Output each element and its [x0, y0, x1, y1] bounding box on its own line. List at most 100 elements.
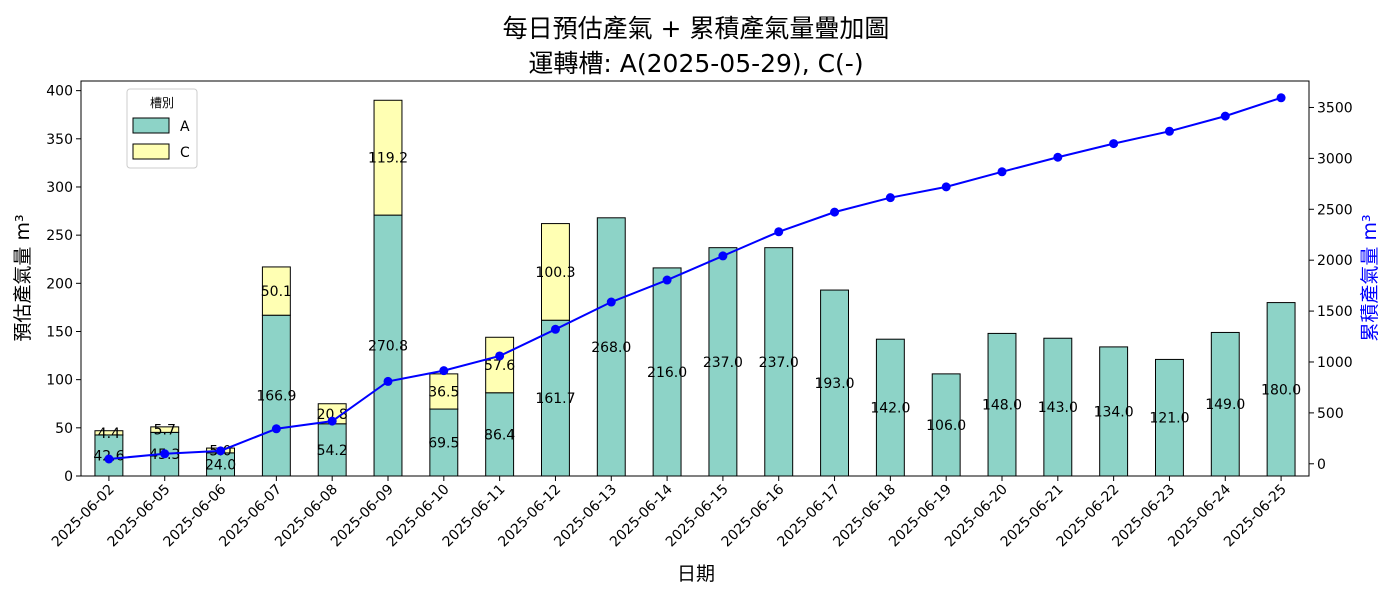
cumulative-point	[997, 167, 1007, 177]
y-tick-label: 350	[46, 132, 73, 148]
cumulative-polyline	[108, 96, 1282, 460]
bar-label-c: 20.8	[317, 407, 348, 423]
bar-a	[764, 247, 794, 477]
bar-label-a: 193.0	[814, 376, 854, 392]
cumulative-point	[774, 227, 784, 237]
bar-a	[596, 217, 626, 477]
y2-tick-labels: 0 500 1000 1500 2000 2500 3000 3500	[1317, 100, 1353, 472]
chart-subtitle: 運轉槽: A(2025-05-29), C(-)	[528, 49, 863, 78]
cumulative-point	[718, 251, 728, 261]
cumulative-point	[662, 275, 672, 285]
bar-a	[875, 338, 905, 477]
bar-label-a: 180.0	[1261, 382, 1301, 398]
bar-label-c: 57.6	[484, 358, 515, 374]
legend: 槽別 A C	[126, 88, 198, 169]
bar-label-a: 166.9	[256, 389, 296, 405]
bar-a	[485, 392, 515, 477]
bar-c	[485, 336, 515, 394]
bar-label-a: 148.0	[982, 398, 1022, 414]
bar-label-c: 50.1	[261, 284, 292, 300]
cumulative-point	[1220, 111, 1230, 121]
bar-label-a: 142.0	[870, 401, 910, 417]
y2-tick-label: 3000	[1317, 151, 1353, 167]
cumulative-point	[885, 193, 895, 203]
cumulative-point	[606, 297, 616, 307]
bar-a	[1155, 358, 1184, 477]
x-tick-labels: 2025-06-022025-06-052025-06-062025-06-07…	[49, 481, 1290, 550]
bar-a	[317, 423, 347, 477]
bar-label-a: 121.0	[1149, 411, 1189, 427]
plot-frame	[80, 80, 1310, 477]
bar-c	[541, 223, 570, 321]
bar-label-a: 54.2	[317, 443, 348, 459]
bar-label-c: 119.2	[368, 151, 408, 167]
y-tick-label: 100	[46, 373, 73, 389]
y2-tick-label: 500	[1317, 406, 1344, 422]
cumulative-point	[216, 446, 226, 456]
bar-c	[373, 99, 403, 216]
y-tick-label: 0	[64, 469, 73, 485]
bar-a	[708, 247, 738, 477]
bar-a	[1043, 337, 1073, 477]
cumulative-point	[327, 416, 337, 426]
cumulative-point	[1276, 93, 1286, 103]
bar-label-a: 149.0	[1205, 397, 1245, 413]
y2-tick-label: 3500	[1317, 100, 1353, 116]
y2-tick-label: 1500	[1317, 304, 1353, 320]
y-axis-label: 預估產氣量 m³	[12, 214, 34, 341]
y-tick-label: 400	[46, 84, 73, 100]
legend-swatch-a	[132, 117, 170, 134]
bar-label-c: 100.3	[535, 265, 575, 281]
cumulative-point	[271, 424, 281, 434]
y-tick-label: 150	[46, 324, 73, 340]
y-tick-label: 250	[46, 228, 73, 244]
y-tick-label: 300	[46, 180, 73, 196]
bar-a	[541, 319, 570, 477]
cumulative-point	[495, 351, 505, 361]
bar-label-a: 237.0	[759, 355, 799, 371]
y2-tick-label: 2000	[1317, 253, 1353, 269]
bar-label-a: 106.0	[926, 418, 966, 434]
chart-title: 每日預估產氣 + 累積產氣量疊加圖	[503, 14, 890, 43]
cumulative-point	[941, 182, 951, 192]
bar-label-a: 24.0	[205, 457, 236, 473]
bar-label-a: 86.4	[484, 427, 515, 443]
y-tick-label: 50	[55, 421, 73, 437]
bar-a	[931, 373, 961, 477]
bars	[94, 99, 1296, 477]
x-axis-label: 日期	[677, 563, 715, 585]
bar-label-a: 216.0	[647, 365, 687, 381]
bar-label-c: 4.4	[98, 426, 120, 442]
bar-a	[987, 332, 1017, 477]
y2-tick-label: 2500	[1317, 202, 1353, 218]
legend-label-a: A	[180, 119, 190, 135]
y-tick-label: 200	[46, 276, 73, 292]
cumulative-point	[383, 376, 393, 386]
bar-a	[261, 314, 291, 477]
cumulative-point	[1164, 126, 1174, 136]
bar-a	[820, 289, 849, 477]
cumulative-point	[160, 449, 170, 459]
bar-label-a: 69.5	[428, 436, 459, 452]
axes	[76, 80, 1314, 481]
bar-c	[261, 266, 291, 316]
y2-tick-label: 1000	[1317, 355, 1353, 371]
bar-label-a: 270.8	[368, 339, 408, 355]
bar-label-a: 161.7	[535, 391, 575, 407]
bar-label-c: 5.7	[154, 423, 176, 439]
bar-label-a: 134.0	[1094, 404, 1134, 420]
y2-tick-label: 0	[1317, 457, 1326, 473]
legend-title: 槽別	[150, 96, 174, 110]
cumulative-point	[830, 207, 840, 217]
cumulative-point	[1053, 152, 1063, 162]
y-tick-labels: 0 50 100 150 200 250 300 350 400	[46, 84, 73, 485]
legend-label-c: C	[180, 145, 190, 161]
cumulative-point	[439, 366, 449, 376]
cumulative-point	[550, 324, 560, 334]
bar-a	[652, 267, 682, 477]
bar-label-a: 268.0	[591, 340, 631, 356]
cumulative-line	[104, 93, 1286, 464]
bar-label-a: 237.0	[703, 355, 743, 371]
bar-a	[1099, 346, 1129, 477]
bar-label-a: 143.0	[1038, 400, 1078, 416]
